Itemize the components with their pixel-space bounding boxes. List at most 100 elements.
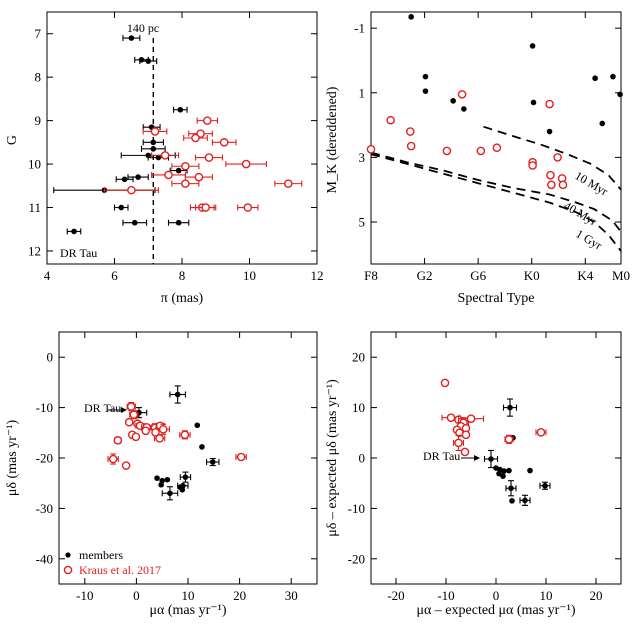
x-tick-label: K0 xyxy=(524,268,540,283)
kraus-point xyxy=(284,179,293,188)
x-axis-label: π (mas) xyxy=(161,291,204,306)
kraus-point xyxy=(129,410,139,419)
dr-tau-arrowhead xyxy=(474,455,480,461)
kraus-point xyxy=(405,127,415,136)
member-point xyxy=(164,476,171,483)
x-axis-label: μα – expected μα (mas yr⁻¹) xyxy=(416,603,575,618)
kraus-point xyxy=(558,180,568,190)
y-tick-label: 11 xyxy=(28,200,41,215)
y-axis-label: M_K (dereddened) xyxy=(325,86,340,193)
kraus-point xyxy=(181,179,190,188)
member-point xyxy=(118,204,125,211)
member-point xyxy=(530,99,537,106)
kraus-point xyxy=(442,146,452,156)
member-point xyxy=(508,485,514,492)
kraus-point xyxy=(528,161,537,170)
member-point xyxy=(145,58,152,64)
kraus-point xyxy=(546,170,555,180)
axis-ticks: F8 G2 G6 K0 K4 M0 -1 1 3 5 xyxy=(354,12,630,283)
kraus-point xyxy=(194,172,204,182)
plot-frame xyxy=(58,331,318,585)
kraus-point xyxy=(446,413,456,422)
y-tick-label: 12 xyxy=(28,243,41,258)
kraus-point xyxy=(108,454,118,464)
member-point xyxy=(450,98,456,104)
member-point xyxy=(135,174,141,180)
data-marks xyxy=(440,378,551,506)
kraus-point xyxy=(113,436,123,445)
y-tick-label: 0 xyxy=(47,350,54,365)
y-tick-label: 8 xyxy=(35,70,42,85)
member-point xyxy=(174,391,181,398)
x-tick-label: K4 xyxy=(577,268,593,283)
member-point xyxy=(71,228,77,235)
axis-ticks: 4 6 8 10 12 7 8 9 10 11 12 xyxy=(28,12,324,283)
legend-marker-members xyxy=(65,552,71,558)
member-point xyxy=(150,139,157,146)
panel-proper-motion: -10 0 10 20 30 0 -10 -20 -30 -40 μα (mas yr⁻¹) μδ… xyxy=(5,331,318,618)
dr-tau-label: DR Tau xyxy=(60,246,97,260)
y-tick-label: 10 xyxy=(28,157,41,172)
kraus-point xyxy=(547,180,556,190)
y-tick-label: -1 xyxy=(354,21,365,36)
axis-ticks: -10 0 10 20 30 0 -10 -20 -30 -40 xyxy=(36,332,317,603)
member-point xyxy=(179,486,186,493)
member-point xyxy=(461,106,467,112)
x-tick-label: 10 xyxy=(540,588,553,603)
isochrone-label-10myr: 10 Myr xyxy=(573,168,611,198)
kraus-point xyxy=(160,151,170,160)
kraus-point xyxy=(386,115,395,125)
kraus-point xyxy=(504,435,514,444)
legend-label-kraus: Kraus et al. 2017 xyxy=(79,563,161,577)
member-point xyxy=(592,75,598,82)
member-point xyxy=(121,176,128,183)
kraus-point xyxy=(553,153,562,162)
x-axis-label: Spectral Type xyxy=(458,291,535,306)
y-axis-label: μδ (mas yr⁻¹) xyxy=(5,420,20,497)
x-tick-label: 20 xyxy=(233,588,246,603)
member-point xyxy=(422,73,429,80)
x-tick-label: 10 xyxy=(243,268,256,283)
member-point xyxy=(527,467,533,474)
kraus-point xyxy=(164,170,173,180)
y-tick-label: 10 xyxy=(352,400,365,415)
x-tick-label: 0 xyxy=(493,588,500,603)
member-point xyxy=(175,219,182,226)
panel-spectral-type-mk: F8 G2 G6 K0 K4 M0 -1 1 3 5 Spectral Type M_K (der… xyxy=(325,11,630,306)
kraus-point xyxy=(406,141,416,151)
panel-residual-proper-motion: -20 -10 0 10 20 20 10 0 -10 -20 μα – expected μα … xyxy=(325,331,622,618)
dr-tau-label: DR Tau xyxy=(423,449,460,463)
y-tick-label: -20 xyxy=(36,451,53,466)
kraus-point xyxy=(155,434,164,443)
kraus-point xyxy=(461,430,471,440)
x-tick-label: 4 xyxy=(44,268,51,283)
y-axis-label: G xyxy=(5,135,20,145)
member-point xyxy=(610,73,616,80)
dr-tau-label: DR Tau xyxy=(84,401,121,415)
kraus-point xyxy=(457,90,467,99)
member-point xyxy=(167,490,173,497)
plot-frame xyxy=(46,11,318,265)
member-point xyxy=(507,404,513,411)
x-tick-label: -20 xyxy=(387,588,404,603)
x-tick-label: 8 xyxy=(179,268,186,283)
x-tick-label: 12 xyxy=(311,268,324,283)
member-point xyxy=(150,146,157,152)
member-point xyxy=(182,474,189,480)
x-tick-label: 6 xyxy=(111,268,118,283)
member-point xyxy=(194,422,201,429)
distance-line-label: 140 pc xyxy=(127,21,159,35)
isochrone-label-40myr: 40 Myr xyxy=(562,198,600,228)
member-point xyxy=(155,154,162,161)
kraus-point xyxy=(121,461,131,470)
member-point xyxy=(546,128,553,135)
member-point xyxy=(542,482,548,489)
member-point xyxy=(128,35,135,41)
member-point xyxy=(131,219,138,226)
x-tick-label: 10 xyxy=(182,588,195,603)
y-tick-label: -20 xyxy=(348,551,365,566)
y-tick-label: 5 xyxy=(359,215,366,230)
x-tick-label: G6 xyxy=(470,268,486,283)
kraus-point xyxy=(204,153,214,162)
